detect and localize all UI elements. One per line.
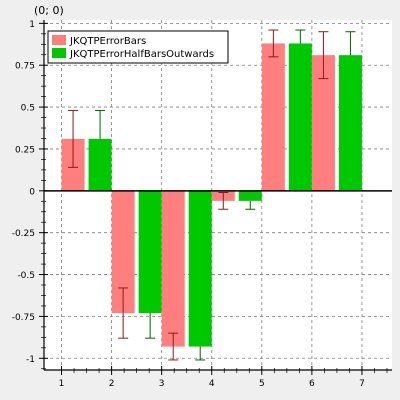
x-tick-label: 5 <box>259 379 265 389</box>
x-tick-label: 7 <box>359 379 365 389</box>
x-tick-label: 6 <box>309 379 315 389</box>
y-tick-label: 0 <box>29 187 35 197</box>
legend-swatch <box>52 48 66 58</box>
y-tick-label: 1 <box>29 20 35 30</box>
y-tick-label: -0.5 <box>17 271 35 281</box>
x-tick-label: 2 <box>109 379 115 389</box>
grid-lines <box>44 20 392 370</box>
x-tick-label: 3 <box>159 379 165 389</box>
coordinate-readout: (0; 0) <box>34 4 64 17</box>
legend-box <box>47 30 229 64</box>
y-tick-label: 0.25 <box>15 145 35 155</box>
legend-swatch <box>52 35 66 45</box>
y-tick-label: -0.25 <box>12 229 35 239</box>
legend-label: JKQTPErrorBars <box>69 36 146 47</box>
bar <box>261 43 285 191</box>
bar <box>88 138 112 191</box>
x-axis-ticks: 1 2 3 4 5 6 7 <box>59 366 388 389</box>
bar <box>288 43 312 191</box>
bar <box>311 55 335 191</box>
legend: JKQTPErrorBars JKQTPErrorHalfBarsOutwards <box>47 30 229 64</box>
x-tick-label: 4 <box>209 379 215 389</box>
y-tick-label: 0.5 <box>21 104 35 114</box>
y-axis-ticks: 1 0.75 0.5 0.25 0 -0.25 -0.5 -0.75 -1 <box>12 20 48 370</box>
bar <box>238 190 262 201</box>
bar <box>111 190 135 314</box>
bar <box>161 190 185 347</box>
legend-label: JKQTPErrorHalfBarsOutwards <box>69 49 214 60</box>
bar <box>188 190 212 347</box>
bar <box>338 55 362 191</box>
bar <box>138 190 162 314</box>
x-tick-label: 1 <box>59 379 65 389</box>
y-tick-label: -0.75 <box>12 313 35 323</box>
error-bars <box>68 29 356 361</box>
y-tick-label: -1 <box>26 355 35 365</box>
y-tick-label: 0.75 <box>15 62 35 72</box>
